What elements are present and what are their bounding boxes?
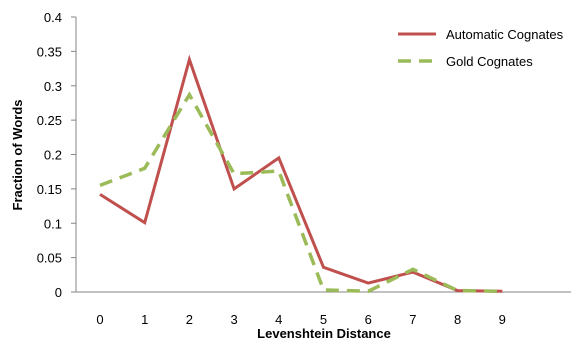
x-tick-label: 8 xyxy=(454,312,461,327)
y-tick-label: 0.1 xyxy=(44,216,62,231)
series-line-automatic-cognates xyxy=(99,54,503,293)
y-tick-label: 0.35 xyxy=(37,44,62,59)
x-tick-label: 2 xyxy=(186,312,193,327)
x-tick-label: 6 xyxy=(365,312,372,327)
legend-label: Gold Cognates xyxy=(446,54,533,69)
y-tick-label: 0.05 xyxy=(37,251,62,266)
y-tick-label: 0.25 xyxy=(37,113,62,128)
x-tick-label: 7 xyxy=(409,312,416,327)
x-tick-label: 5 xyxy=(320,312,327,327)
series-layer xyxy=(99,54,503,294)
y-tick-label: 0.15 xyxy=(37,182,62,197)
x-tick-label: 9 xyxy=(499,312,506,327)
x-tick-label: 4 xyxy=(275,312,282,327)
x-tick-label: 3 xyxy=(230,312,237,327)
y-axis-ticks: 0 0.05 0.1 0.15 0.2 0.25 0.3 0.35 0.4 xyxy=(37,10,76,300)
x-tick-label: 0 xyxy=(96,312,103,327)
y-tick-label: 0.4 xyxy=(44,10,62,25)
legend: Automatic Cognates Gold Cognates xyxy=(398,27,564,69)
x-axis-title: Levenshtein Distance xyxy=(257,326,391,341)
x-tick-label: 1 xyxy=(141,312,148,327)
series-line-gold-cognates xyxy=(99,91,503,294)
y-tick-label: 0 xyxy=(55,285,62,300)
y-tick-label: 0.2 xyxy=(44,148,62,163)
y-tick-label: 0.3 xyxy=(44,79,62,94)
y-axis-title: Fraction of Words xyxy=(10,100,25,211)
x-axis-ticks: 0 1 2 3 4 5 6 7 8 9 xyxy=(96,312,506,327)
legend-label: Automatic Cognates xyxy=(446,27,564,42)
